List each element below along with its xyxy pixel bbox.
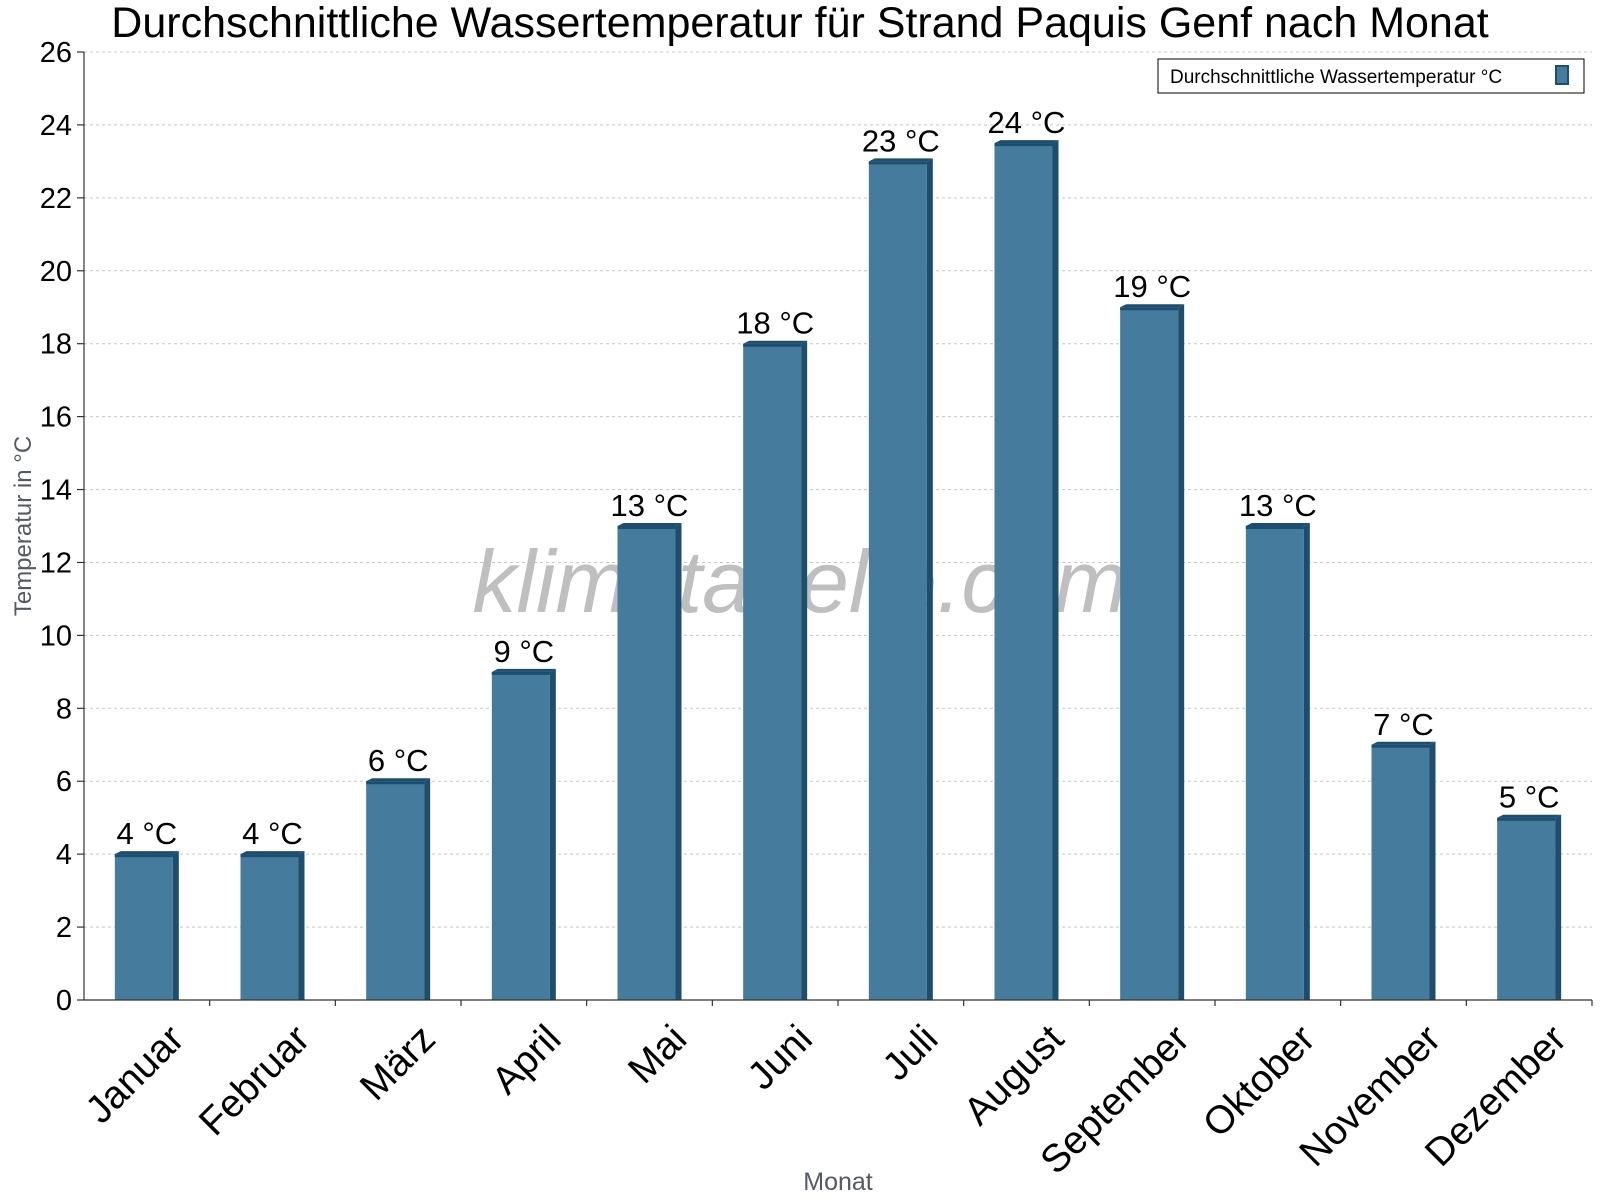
bar-face: [1371, 744, 1430, 1000]
legend-swatch: [1555, 65, 1569, 85]
data-label: 5 °C: [1499, 780, 1560, 815]
bar-side: [172, 851, 179, 1000]
data-label: 9 °C: [494, 634, 555, 669]
bar-side: [1429, 741, 1436, 1000]
bar-top: [1120, 304, 1185, 308]
bar-face: [994, 143, 1053, 1001]
bar-top: [1245, 523, 1310, 526]
data-label: 24 °C: [988, 105, 1066, 140]
data-label: 19 °C: [1113, 269, 1191, 304]
bar-face: [240, 854, 299, 1000]
bar-top: [868, 158, 933, 162]
data-label: 6 °C: [368, 743, 429, 778]
x-tick-label: August: [956, 1017, 1072, 1133]
bar-top: [114, 851, 179, 855]
bar-top: [994, 140, 1059, 144]
y-tick-label: 26: [40, 37, 72, 69]
bar-face: [1497, 817, 1556, 1000]
bar-face: [868, 161, 927, 1000]
legend-label: Durchschnittliche Wassertemperatur °C: [1170, 67, 1502, 88]
bar-top: [617, 523, 682, 526]
bar-side: [801, 340, 808, 1000]
bar-top: [1497, 814, 1562, 818]
bar-mai: [617, 523, 682, 1000]
x-tick-label: Juni: [740, 1017, 821, 1098]
data-label: 23 °C: [862, 123, 940, 158]
bar-april: [491, 668, 556, 1000]
bar-side: [1178, 304, 1185, 1000]
bar-side: [1303, 523, 1310, 1000]
bar-side: [926, 158, 933, 1000]
bar-side: [1052, 140, 1059, 1001]
bar-face: [366, 781, 425, 1000]
bar-side: [424, 778, 431, 1000]
y-tick-label: 10: [40, 620, 72, 652]
bar-face: [1245, 526, 1304, 1000]
bar-august: [994, 140, 1059, 1001]
y-tick-label: 14: [40, 475, 72, 507]
bar-november: [1371, 741, 1436, 1000]
data-label: 13 °C: [611, 488, 689, 523]
bar-märz: [366, 778, 431, 1000]
bar-face: [1120, 307, 1179, 1000]
x-tick-label: März: [352, 1017, 444, 1109]
bar-side: [675, 523, 682, 1000]
y-tick-label: 0: [56, 985, 72, 1017]
x-tick-label: April: [484, 1017, 570, 1103]
legend: Durchschnittliche Wassertemperatur °C: [1157, 58, 1585, 94]
data-label: 13 °C: [1239, 488, 1317, 523]
x-tick-label: Februar: [191, 1017, 318, 1144]
y-axis-title: Temperatur in °C: [10, 436, 37, 616]
bar-face: [743, 343, 802, 1000]
bar-side: [549, 668, 556, 1000]
bar-face: [617, 526, 676, 1000]
x-tick-label: Oktober: [1195, 1017, 1324, 1146]
axes: [77, 51, 1593, 1006]
x-tick-label: Januar: [78, 1017, 193, 1132]
bar-dezember: [1497, 814, 1562, 1000]
x-tick-label: Juli: [875, 1017, 947, 1089]
y-tick-label: 2: [56, 912, 72, 944]
data-label: 4 °C: [117, 816, 178, 851]
y-tick-label: 22: [40, 183, 72, 215]
bar-september: [1120, 304, 1185, 1000]
bar-oktober: [1245, 523, 1310, 1000]
y-tick-label: 20: [40, 256, 72, 288]
y-tick-label: 18: [40, 329, 72, 361]
x-axis-title: Monat: [803, 1168, 873, 1196]
y-tick-label: 6: [56, 766, 72, 798]
bar-top: [1371, 741, 1436, 745]
bar-face: [114, 854, 173, 1000]
y-tick-label: 24: [40, 110, 72, 142]
y-tick-label: 12: [40, 547, 72, 579]
bar-top: [366, 778, 431, 782]
bar-juni: [743, 340, 808, 1000]
bar-top: [743, 340, 808, 344]
grid: [84, 51, 1592, 928]
bars: [114, 140, 1562, 1001]
bar-side: [298, 851, 305, 1000]
y-tick-label: 16: [40, 402, 72, 434]
chart-title: Durchschnittliche Wassertemperatur für S…: [111, 0, 1488, 47]
bar-side: [1555, 814, 1562, 1000]
data-label: 18 °C: [736, 306, 814, 341]
y-tick-label: 4: [56, 839, 72, 871]
bar-top: [491, 668, 556, 672]
bar-juli: [868, 158, 933, 1000]
x-tick-label: Mai: [620, 1017, 695, 1092]
bar-face: [491, 671, 550, 1000]
data-label: 7 °C: [1373, 707, 1434, 742]
bar-top: [240, 851, 305, 855]
y-tick-label: 8: [56, 693, 72, 725]
bar-januar: [114, 851, 179, 1000]
legend-box: [1157, 58, 1585, 94]
bar-februar: [240, 851, 305, 1000]
data-label: 4 °C: [242, 816, 303, 851]
data-labels: 4 °C 4 °C 6 °C 9 °C 13 °C 18 °C 23 °C 24 °C 19 °…: [117, 105, 1560, 851]
